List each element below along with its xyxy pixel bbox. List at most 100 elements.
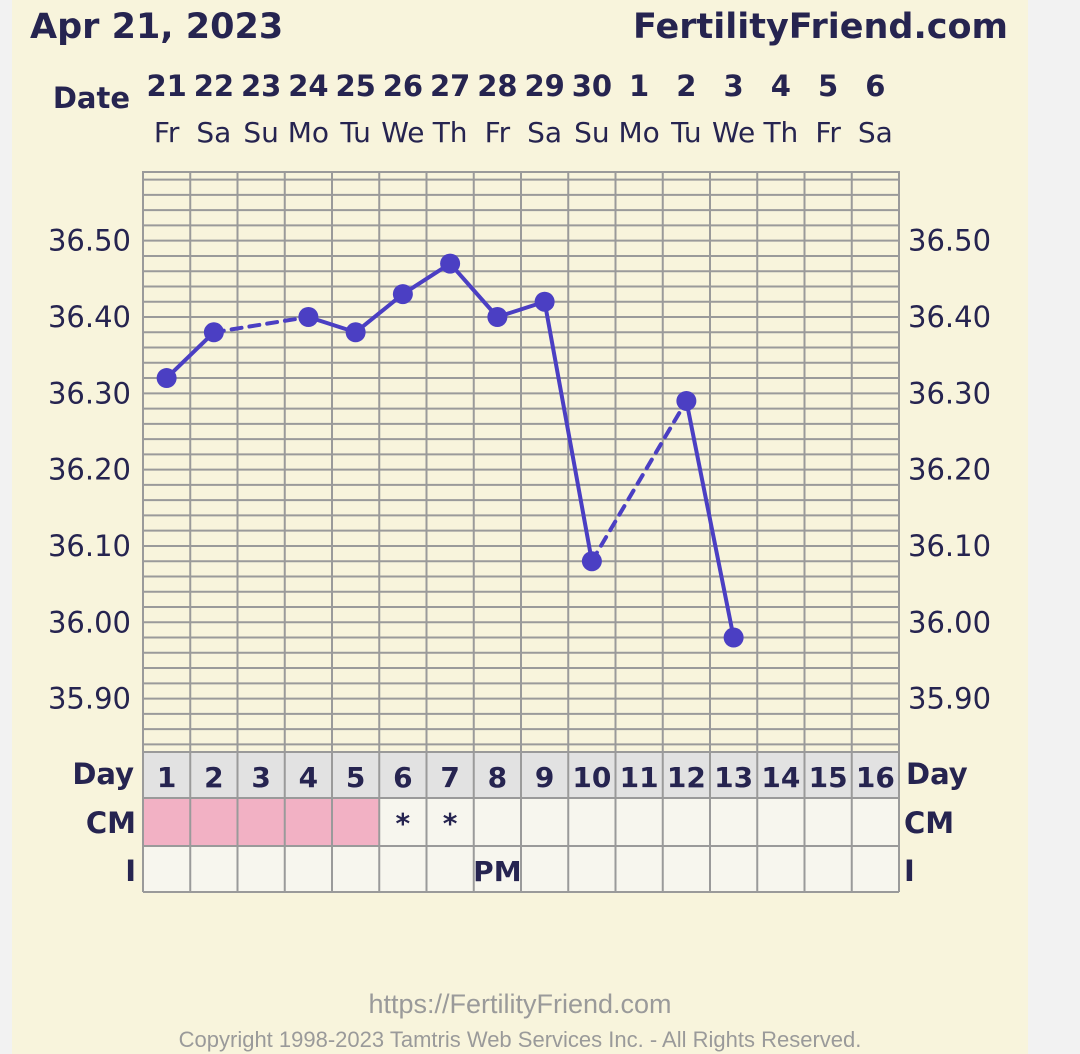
- date-number: 22: [194, 69, 234, 103]
- temp-segment: [353, 292, 405, 335]
- y-tick-right: 36.50: [908, 224, 991, 258]
- day-label-right: Day: [906, 757, 968, 791]
- date-number: 3: [724, 69, 744, 103]
- date-number: 23: [241, 69, 281, 103]
- y-tick-right: 36.00: [908, 605, 991, 639]
- y-tick-left: 36.20: [48, 453, 131, 487]
- cycle-day-number: 11: [620, 761, 659, 794]
- weekday-label: Sa: [858, 116, 893, 149]
- y-tick-left: 36.10: [48, 529, 131, 563]
- y-tick-right: 36.10: [908, 529, 991, 563]
- cycle-day-number: 7: [440, 761, 459, 794]
- cycle-day-number: 5: [346, 761, 365, 794]
- y-tick-left: 36.00: [48, 605, 131, 639]
- day-label-left: Day: [72, 757, 134, 791]
- weekday-label: Sa: [196, 116, 231, 149]
- cycle-day-number: 14: [761, 761, 800, 794]
- weekday-label: Tu: [670, 116, 702, 149]
- date-number: 30: [572, 69, 612, 103]
- date-number: 24: [288, 69, 328, 103]
- y-tick-left: 36.30: [48, 376, 131, 410]
- cm-label-left: CM: [86, 806, 136, 840]
- footer-copyright: Copyright 1998-2023 Tamtris Web Services…: [179, 1027, 862, 1052]
- temp-point: [487, 307, 508, 327]
- bottom-rows: 1 2 3 4 5 6 7 8 9 10 11 12 13 14 15 16* *PM: [142, 751, 900, 893]
- period-cell: [143, 798, 191, 846]
- y-tick-right: 36.40: [908, 300, 991, 334]
- cycle-day-number: 15: [809, 761, 848, 794]
- temp-point: [345, 322, 366, 343]
- y-tick-left: 36.40: [48, 300, 131, 334]
- weekday-label: Th: [432, 116, 468, 149]
- date-number: 1: [629, 69, 649, 103]
- temp-point: [581, 551, 602, 572]
- weekday-label: Fr: [154, 116, 180, 149]
- y-tick-right: 36.30: [908, 376, 991, 410]
- date-number: 2: [676, 69, 696, 103]
- intercourse-label-left: I: [125, 854, 136, 888]
- temp-segment: [684, 398, 736, 640]
- temp-segment-dashed: [589, 398, 689, 564]
- date-number: 28: [477, 69, 517, 103]
- date-number: 21: [146, 69, 186, 103]
- cycle-day-number: 8: [488, 761, 507, 794]
- temp-point: [156, 368, 177, 389]
- cm-mark: *: [443, 807, 458, 840]
- temp-point: [298, 307, 319, 327]
- weekday-label: Sa: [527, 116, 562, 149]
- grid: [142, 171, 900, 753]
- weekday-label: Mo: [618, 116, 659, 149]
- cm-mark: *: [396, 807, 411, 840]
- cycle-day-number: 1: [157, 761, 176, 794]
- cycle-day-number: 10: [572, 761, 611, 794]
- weekday-label: Th: [762, 116, 798, 149]
- weekday-label: Mo: [288, 116, 329, 149]
- date-number: 25: [335, 69, 375, 103]
- temp-point: [534, 291, 555, 312]
- intercourse-label-right: I: [904, 854, 915, 888]
- date-row-label: Date: [53, 81, 130, 115]
- temp-segment-dashed: [211, 315, 311, 335]
- y-tick-right: 35.90: [908, 682, 991, 716]
- date-number: 5: [818, 69, 838, 103]
- date-number: 27: [430, 69, 470, 103]
- chart-date-title: Apr 21, 2023: [30, 7, 283, 47]
- period-cell: [190, 798, 238, 846]
- temp-point: [676, 390, 697, 411]
- intercourse-mark: PM: [473, 855, 521, 888]
- cm-label-right: CM: [904, 806, 954, 840]
- weekday-label: Su: [243, 116, 279, 149]
- y-tick-right: 36.20: [908, 453, 991, 487]
- bbt-chart: Apr 21, 2023 FertilityFriend.com Date 21…: [30, 7, 1008, 1052]
- weekday-label: Fr: [485, 116, 511, 149]
- temp-segment: [542, 299, 594, 564]
- date-number: 29: [524, 69, 564, 103]
- temp-segment: [448, 261, 500, 319]
- date-number: 6: [865, 69, 885, 103]
- footer-url: https://FertilityFriend.com: [368, 989, 671, 1019]
- temp-point: [723, 627, 744, 648]
- cycle-day-number: 2: [204, 761, 223, 794]
- date-header: 21Fr22Sa23Su24Mo25Tu26We27Th28Fr29Sa30Su…: [146, 69, 892, 149]
- temp-point: [392, 284, 413, 305]
- cycle-day-number: 12: [667, 761, 706, 794]
- weekday-label: Su: [574, 116, 610, 149]
- y-axis-labels: 36.50 36.50 36.40 36.40 36.30 36.30 36.20 36.20…: [48, 224, 991, 716]
- period-cell: [284, 798, 332, 846]
- date-number: 26: [383, 69, 423, 103]
- weekday-label: Fr: [815, 116, 841, 149]
- temp-point: [203, 322, 224, 343]
- cycle-day-number: 9: [535, 761, 554, 794]
- weekday-label: We: [712, 116, 755, 149]
- y-tick-left: 36.50: [48, 224, 131, 258]
- y-tick-left: 35.90: [48, 682, 131, 716]
- weekday-label: Tu: [339, 116, 371, 149]
- weekday-label: We: [381, 116, 424, 149]
- temperature-series: [156, 253, 744, 648]
- temp-point: [440, 253, 461, 274]
- cycle-day-number: 4: [299, 761, 318, 794]
- cycle-day-number: 3: [251, 761, 270, 794]
- cycle-day-number: 16: [856, 761, 895, 794]
- cycle-day-number: 13: [714, 761, 753, 794]
- chart-card: Apr 21, 2023 FertilityFriend.com Date 21…: [12, 0, 1028, 1054]
